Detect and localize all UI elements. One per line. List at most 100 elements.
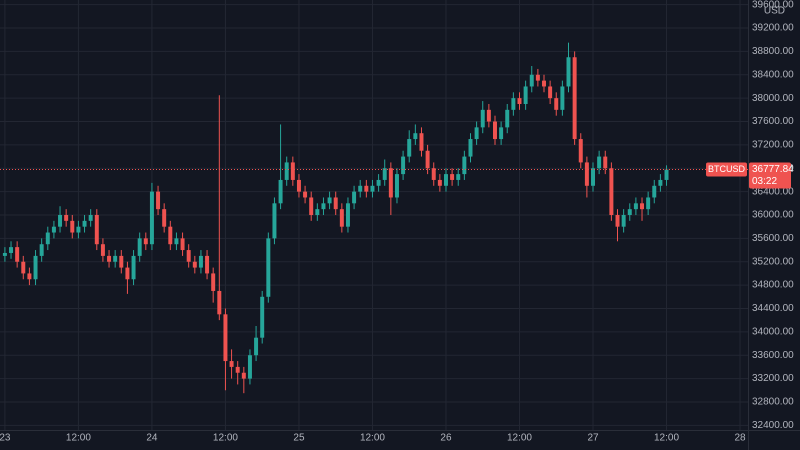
price-badge <box>749 162 791 189</box>
x-tick-label: 28 <box>734 433 746 444</box>
candle-body <box>511 98 516 110</box>
countdown-label: 03:22 <box>752 176 777 187</box>
candle-body <box>119 255 124 268</box>
candle-body <box>474 127 479 140</box>
candle-body <box>58 215 63 227</box>
candle-body <box>419 133 424 151</box>
candle-body <box>131 255 136 280</box>
candle-body <box>266 238 271 297</box>
candle-body <box>33 255 38 280</box>
candle-body <box>566 57 571 87</box>
candle-body <box>535 74 540 81</box>
candle-body <box>223 314 228 362</box>
candle-body <box>376 179 381 186</box>
candle-body <box>633 203 638 210</box>
candle-body <box>180 238 185 251</box>
x-tick-label: 12:00 <box>66 433 91 444</box>
candle-body <box>309 197 314 215</box>
candle-body <box>425 150 430 169</box>
candle-body <box>303 191 308 198</box>
x-tick-label: 12:00 <box>507 433 532 444</box>
candle-body <box>352 191 357 204</box>
candle-body <box>100 244 105 256</box>
candle-body <box>523 86 528 104</box>
candle-body <box>640 203 645 210</box>
candle-body <box>2 252 7 256</box>
candle-body <box>290 162 295 180</box>
x-tick-label: 12:00 <box>654 433 679 444</box>
candle-body <box>609 168 614 215</box>
candle-body <box>388 168 393 198</box>
candle-body <box>186 250 191 262</box>
candle-body <box>296 179 301 192</box>
candle-body <box>82 220 87 227</box>
candle-body <box>125 267 130 280</box>
candle-body <box>548 86 553 99</box>
y-tick-label: 34400.00 <box>752 303 794 314</box>
currency-label: USD <box>764 6 785 17</box>
candle-body <box>591 168 595 186</box>
candle-body <box>284 162 289 180</box>
candle-body <box>168 226 173 245</box>
candle-body <box>658 179 663 186</box>
candle-body <box>572 57 577 140</box>
candle-body <box>578 139 583 163</box>
candle-body <box>149 191 154 245</box>
y-tick-label: 32800.00 <box>752 397 794 408</box>
candle-body <box>211 273 216 291</box>
y-tick-label: 37600.00 <box>752 116 794 127</box>
candle-body <box>468 139 473 157</box>
candle-body <box>198 255 203 268</box>
candle-body <box>192 261 197 268</box>
candle-body <box>76 226 81 233</box>
y-tick-label: 32400.00 <box>752 420 794 431</box>
candle-body <box>456 174 461 180</box>
candle-body <box>401 156 406 175</box>
candle-body <box>162 209 167 227</box>
candle-body <box>358 185 363 192</box>
y-tick-label: 37200.00 <box>752 140 794 151</box>
candle-body <box>505 109 510 128</box>
candle-body <box>70 220 75 233</box>
candle-body <box>437 179 442 186</box>
candle-body <box>327 197 332 204</box>
candle-body <box>413 133 418 140</box>
y-tick-label: 38800.00 <box>752 46 794 57</box>
x-tick-label: 26 <box>440 433 452 444</box>
x-tick-label: 23 <box>0 433 11 444</box>
candle-body <box>584 162 589 186</box>
x-tick-label: 12:00 <box>360 433 385 444</box>
y-tick-label: 33600.00 <box>752 350 794 361</box>
y-tick-label: 35200.00 <box>752 256 794 267</box>
candle-body <box>627 209 632 215</box>
x-tick-label: 27 <box>587 433 599 444</box>
candle-body <box>64 215 69 221</box>
candle-body <box>21 261 26 274</box>
candle-body <box>443 174 448 186</box>
candle-body <box>431 168 436 180</box>
y-tick-label: 38000.00 <box>752 93 794 104</box>
candle-body <box>652 185 657 198</box>
x-tick-label: 25 <box>293 433 305 444</box>
candle-body <box>254 337 259 356</box>
y-tick-label: 39600.00 <box>752 0 794 10</box>
candle-body <box>646 197 651 210</box>
symbol-label: BTCUSD <box>708 164 746 174</box>
candle-body <box>333 197 338 210</box>
candle-body <box>247 355 252 379</box>
candle-body <box>229 361 234 367</box>
x-tick-label: 24 <box>146 433 158 444</box>
candle-body <box>339 209 344 227</box>
candle-body <box>529 74 534 87</box>
y-tick-label: 38400.00 <box>752 69 794 80</box>
y-tick-label: 34000.00 <box>752 326 794 337</box>
candle-body <box>493 121 497 140</box>
candle-body <box>156 191 161 210</box>
candle-body <box>560 86 565 110</box>
x-tick-label: 12:00 <box>213 433 238 444</box>
candle-body <box>27 273 32 280</box>
candle-body <box>113 255 118 262</box>
candle-body <box>51 226 56 233</box>
